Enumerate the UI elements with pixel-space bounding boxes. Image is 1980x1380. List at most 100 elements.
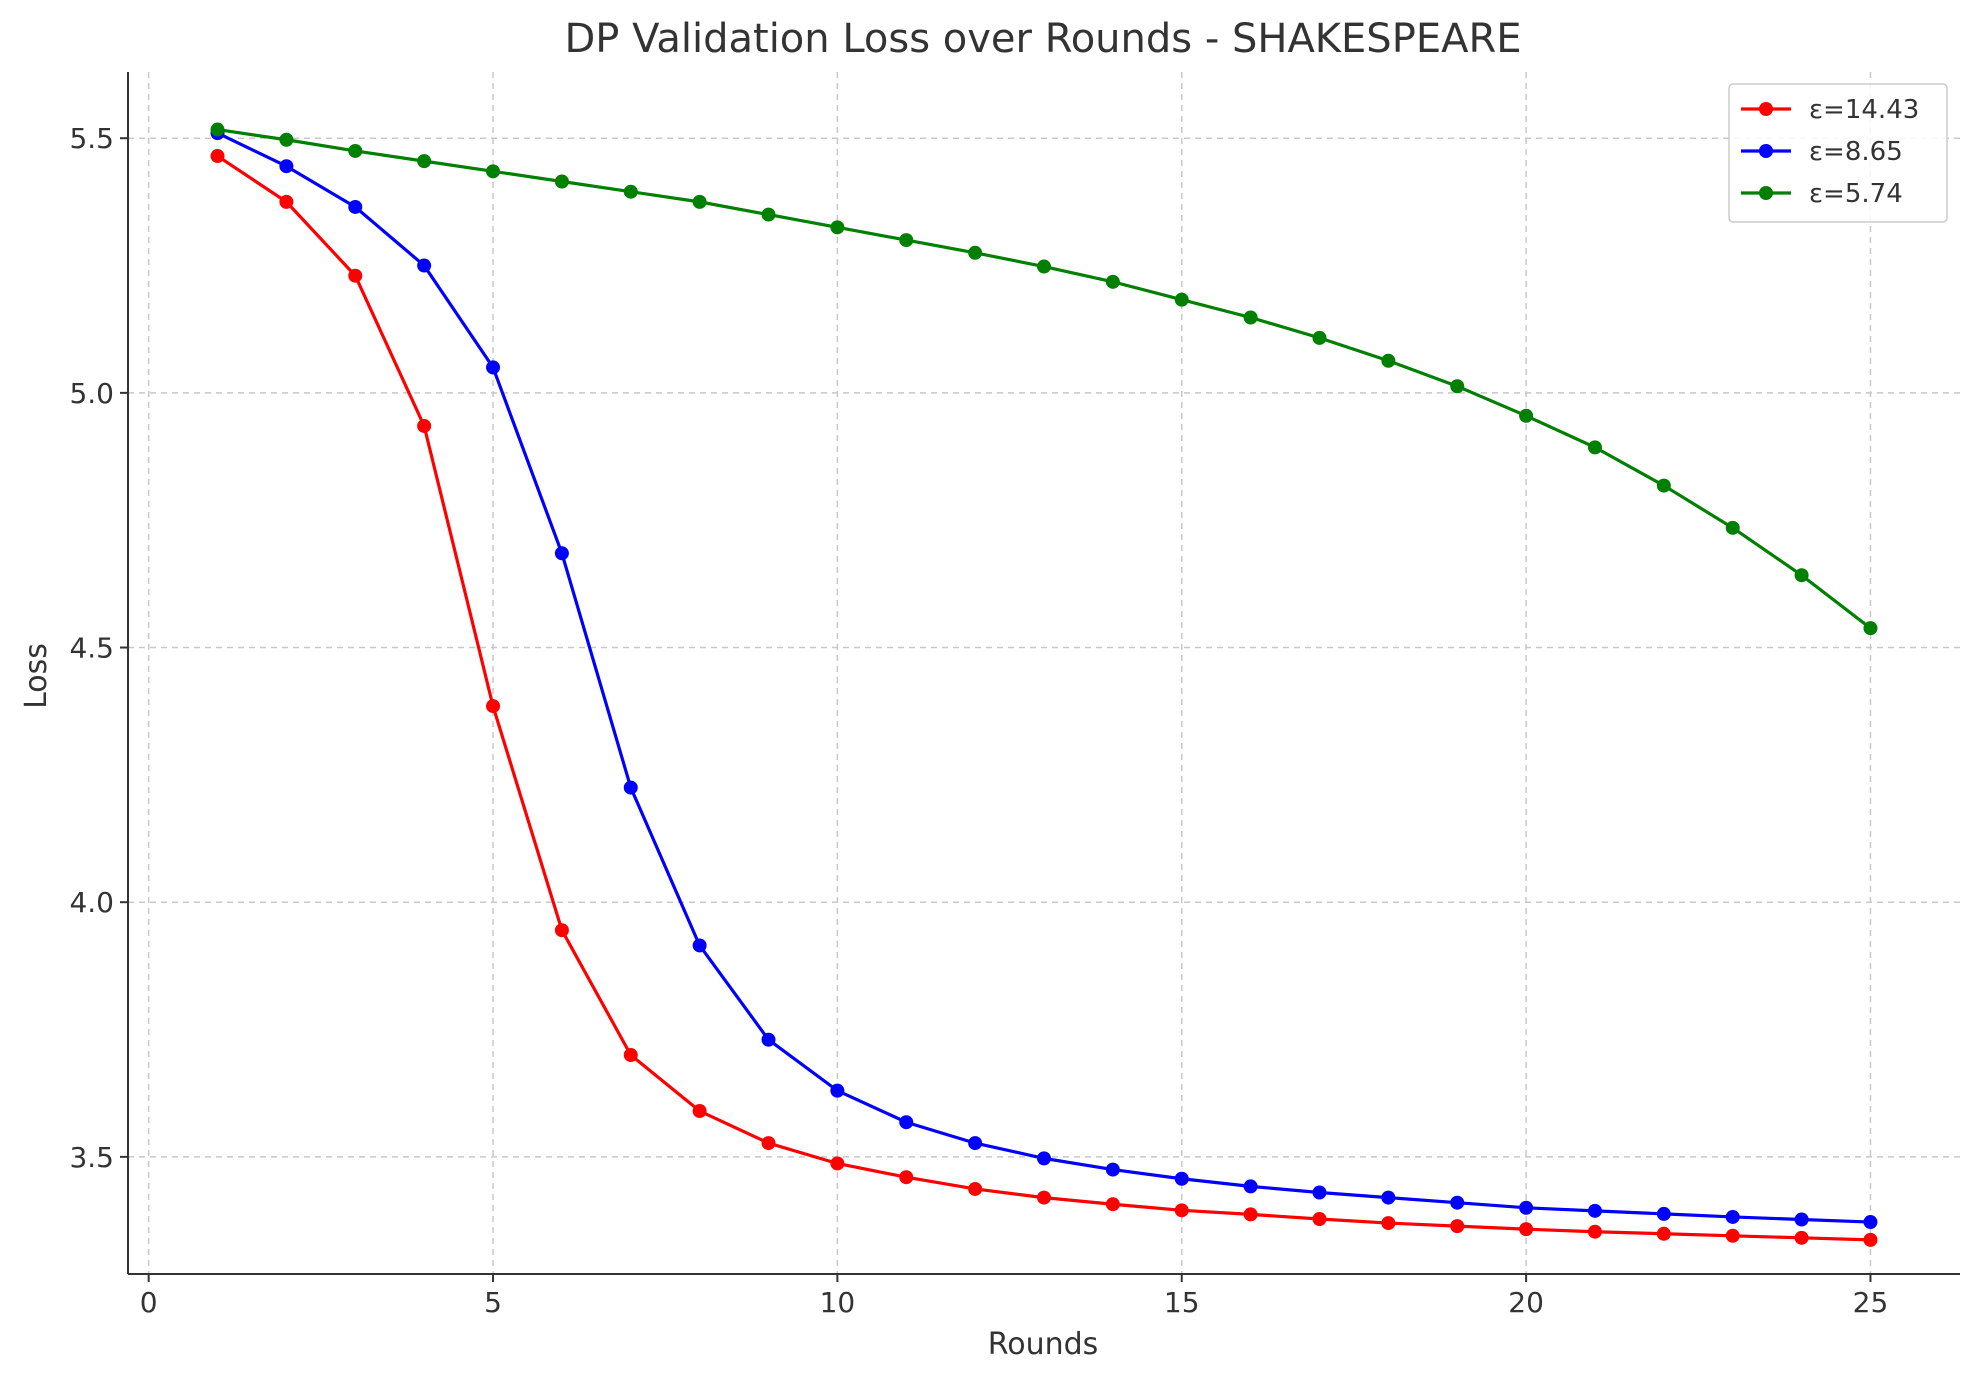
- series-3: [210, 122, 1878, 636]
- data-point: [1794, 1230, 1809, 1245]
- data-point: [623, 780, 638, 795]
- data-point: [1519, 1200, 1534, 1215]
- data-point: [761, 1136, 776, 1151]
- data-point: [417, 418, 432, 433]
- series-lines: [210, 122, 1878, 1247]
- data-point: [1587, 1203, 1602, 1218]
- chart-title: DP Validation Loss over Rounds - SHAKESP…: [564, 16, 1521, 62]
- data-point: [1656, 1206, 1671, 1221]
- data-point: [279, 194, 294, 209]
- data-point: [899, 1170, 914, 1185]
- data-point: [1450, 379, 1465, 394]
- x-tick-label: 5: [484, 1286, 502, 1319]
- data-point: [968, 245, 983, 260]
- x-axis-label: Rounds: [988, 1327, 1099, 1362]
- data-point: [968, 1136, 983, 1151]
- data-point: [1656, 1226, 1671, 1241]
- data-point: [1519, 408, 1534, 423]
- legend-label: ε=14.43: [1809, 95, 1919, 125]
- data-point: [899, 1115, 914, 1130]
- legend-item: ε=5.74: [1741, 179, 1903, 209]
- data-point: [1450, 1219, 1465, 1234]
- data-point: [692, 1104, 707, 1119]
- series-line: [217, 127, 1872, 630]
- x-tick-label: 0: [140, 1286, 158, 1319]
- data-point: [486, 164, 501, 179]
- data-point: [279, 132, 294, 147]
- series-1: [210, 149, 1878, 1247]
- data-point: [1381, 1216, 1396, 1231]
- data-point: [1450, 1195, 1465, 1210]
- data-point: [1105, 1162, 1120, 1177]
- x-tick-label: 15: [1164, 1286, 1200, 1319]
- data-point: [1725, 1209, 1740, 1224]
- legend-marker: [1759, 186, 1773, 200]
- data-point: [968, 1181, 983, 1196]
- data-point: [830, 1156, 845, 1171]
- data-point: [1174, 1171, 1189, 1186]
- data-point: [1174, 292, 1189, 307]
- data-point: [1381, 1190, 1396, 1205]
- x-tick-label: 25: [1853, 1286, 1889, 1319]
- data-point: [554, 174, 569, 189]
- series-line: [216, 131, 1871, 1224]
- data-point: [348, 143, 363, 158]
- data-point: [830, 1083, 845, 1098]
- data-point: [1794, 1212, 1809, 1227]
- data-point: [554, 923, 569, 938]
- data-point: [692, 938, 707, 953]
- y-tick-label: 5.5: [69, 122, 114, 155]
- data-point: [1794, 568, 1809, 583]
- legend-marker: [1759, 102, 1773, 116]
- data-point: [348, 199, 363, 214]
- data-point: [486, 699, 501, 714]
- series-2: [210, 126, 1878, 1230]
- y-axis-label: Loss: [19, 643, 54, 709]
- data-point: [1587, 440, 1602, 455]
- data-point: [1863, 1232, 1878, 1247]
- data-point: [554, 546, 569, 561]
- data-point: [1243, 1179, 1258, 1194]
- data-point: [1243, 1207, 1258, 1222]
- grid-lines: [128, 72, 1960, 1274]
- data-point: [692, 194, 707, 209]
- data-point: [1105, 1197, 1120, 1212]
- legend-item: ε=14.43: [1741, 95, 1919, 125]
- series-line: [216, 154, 1871, 1242]
- data-point: [1725, 1228, 1740, 1243]
- data-point: [1243, 310, 1258, 325]
- legend: ε=14.43 ε=8.65 ε=5.74: [1728, 83, 1948, 223]
- data-point: [1863, 1215, 1878, 1230]
- data-point: [486, 360, 501, 375]
- data-point: [417, 154, 432, 169]
- data-point: [1587, 1224, 1602, 1239]
- x-tick-label: 10: [820, 1286, 856, 1319]
- y-tick-label: 4.5: [69, 632, 114, 665]
- data-point: [899, 233, 914, 248]
- data-point: [210, 122, 225, 137]
- data-point: [1174, 1203, 1189, 1218]
- data-point: [1312, 1211, 1327, 1226]
- data-point: [1037, 259, 1051, 274]
- data-point: [1519, 1222, 1534, 1237]
- y-tick-label: 3.5: [69, 1141, 114, 1174]
- data-point: [623, 184, 638, 199]
- y-tick-label: 5.0: [69, 377, 114, 410]
- data-point: [1312, 330, 1327, 345]
- data-point: [761, 1032, 776, 1047]
- data-point: [761, 207, 776, 222]
- data-point: [1105, 274, 1120, 289]
- legend-label: ε=8.65: [1809, 137, 1903, 167]
- legend-item: ε=8.65: [1741, 137, 1903, 167]
- data-point: [1037, 1151, 1051, 1166]
- legend-label: ε=5.74: [1809, 179, 1903, 209]
- legend-marker: [1759, 144, 1773, 158]
- data-point: [348, 268, 363, 283]
- data-point: [1381, 353, 1396, 368]
- axes: 0 5 10 15 20 25 3.5 4.0 4.5 5.0 5.5: [69, 72, 1960, 1319]
- x-tick-label: 20: [1508, 1286, 1544, 1319]
- data-point: [830, 220, 845, 235]
- data-point: [417, 258, 432, 273]
